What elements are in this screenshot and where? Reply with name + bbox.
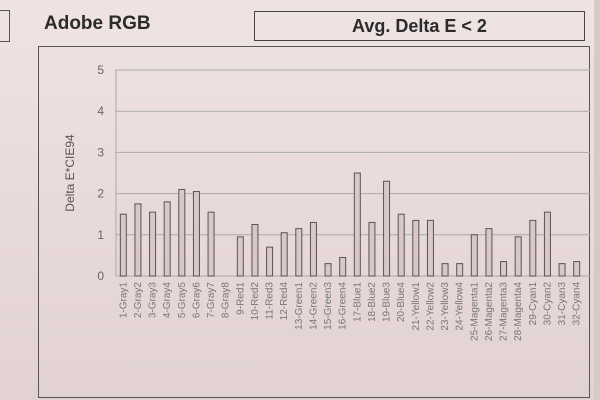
y-tick-label: 2: [97, 187, 104, 201]
bar-5-gray5: [178, 188, 186, 277]
x-tick-label: 5-Gray5: [177, 282, 188, 319]
x-tick-label: 16-Green4: [338, 282, 349, 330]
x-tick-label: 31-Cyan3: [557, 282, 568, 326]
y-tick-label: 5: [97, 63, 104, 77]
bar-24-yellow4: [456, 263, 464, 277]
x-tick-label: 30-Cyan2: [542, 282, 553, 326]
summary-text: Avg. Delta E < 2: [352, 15, 487, 36]
y-tick-label: 4: [97, 104, 104, 118]
x-tick-label: 10-Red2: [250, 282, 261, 321]
bar-6-gray6: [192, 191, 200, 277]
x-tick-label: 26-Magenta2: [484, 282, 495, 341]
bar-4-gray4: [163, 201, 171, 277]
bar-31-cyan3: [558, 263, 566, 277]
x-tick-label: 24-Yellow4: [455, 282, 466, 331]
bar-9-red1: [236, 236, 244, 277]
x-tick-label: 7-Gray7: [206, 282, 217, 319]
bar-3-gray3: [149, 211, 157, 277]
x-tick-label: 21-Yellow1: [411, 282, 422, 331]
x-tick-label: 15-Green3: [323, 282, 334, 330]
bar-28-magenta4: [514, 236, 522, 277]
left-panel-edge: [0, 10, 10, 42]
x-tick-label: 29-Cyan1: [528, 282, 539, 326]
x-tick-label: 14-Green2: [308, 282, 319, 330]
x-tick-label: 1-Gray1: [118, 282, 129, 319]
y-tick-label: 1: [97, 228, 104, 242]
bar-20-blue4: [397, 213, 405, 277]
x-tick-label: 18-Blue2: [367, 282, 378, 322]
bar-2-gray2: [134, 203, 142, 277]
bar-26-magenta2: [485, 228, 493, 277]
bar-19-blue3: [383, 180, 391, 277]
color-space-title: Adobe RGB: [44, 13, 151, 34]
x-tick-label: 6-Gray6: [191, 282, 202, 319]
x-tick-label: 9-Red1: [235, 282, 246, 315]
bar-16-green4: [339, 256, 347, 277]
x-tick-label: 19-Blue3: [382, 282, 393, 322]
bar-25-magenta1: [470, 234, 478, 277]
bar-10-red2: [251, 224, 259, 277]
x-tick-label: 8-Gray8: [221, 282, 232, 319]
x-tick-label: 22-Yellow2: [425, 282, 436, 331]
bars: [119, 172, 581, 277]
bar-15-green3: [324, 263, 332, 277]
x-tick-label: 28-Magenta4: [513, 282, 524, 341]
x-tick-label: 23-Yellow3: [440, 282, 451, 331]
bar-18-blue2: [368, 221, 376, 277]
x-tick-label: 3-Gray3: [148, 282, 159, 319]
bar-22-yellow2: [426, 219, 434, 277]
x-tick-label: 11-Red3: [265, 282, 276, 320]
x-tick-label: 32-Cyan4: [572, 282, 583, 326]
x-tick-label: 12-Red4: [279, 282, 290, 321]
bar-14-green2: [309, 221, 317, 277]
x-tick-label: 2-Gray2: [133, 282, 144, 319]
x-tick-labels: 1-Gray1 2-Gray2 3-Gray3 4-Gray4 5-Gray5 6-Gra…: [118, 282, 582, 341]
bar-13-green1: [295, 228, 303, 277]
bar-7-gray7: [207, 211, 215, 277]
bar-17-blue1: [353, 172, 361, 277]
bar-27-magenta3: [500, 261, 508, 277]
bar-12-red4: [280, 232, 288, 277]
page-edge: [594, 0, 600, 400]
bar-11-red3: [266, 246, 274, 277]
bar-30-cyan2: [543, 211, 551, 277]
bar-1-gray1: [119, 213, 127, 277]
x-tick-label: 4-Gray4: [162, 282, 173, 319]
x-tick-label: 27-Magenta3: [499, 282, 510, 341]
x-tick-label: 17-Blue1: [352, 282, 363, 322]
bar-32-cyan4: [573, 261, 581, 277]
y-tick-label: 3: [97, 145, 104, 159]
y-tick-label: 0: [97, 269, 104, 283]
summary-box: Avg. Delta E < 2: [254, 11, 585, 41]
x-tick-label: 13-Green1: [294, 282, 305, 330]
y-tick-labels: 0 1 2 3 4 5: [97, 63, 104, 283]
bar-21-yellow1: [412, 219, 420, 277]
bar-23-yellow3: [441, 263, 449, 277]
y-axis-label: Delta E*CIE94: [63, 134, 77, 212]
x-tick-label: 20-Blue4: [396, 282, 407, 322]
x-tick-label: 25-Magenta1: [469, 282, 480, 341]
bar-29-cyan1: [529, 219, 537, 277]
plot-frame: [38, 46, 590, 398]
